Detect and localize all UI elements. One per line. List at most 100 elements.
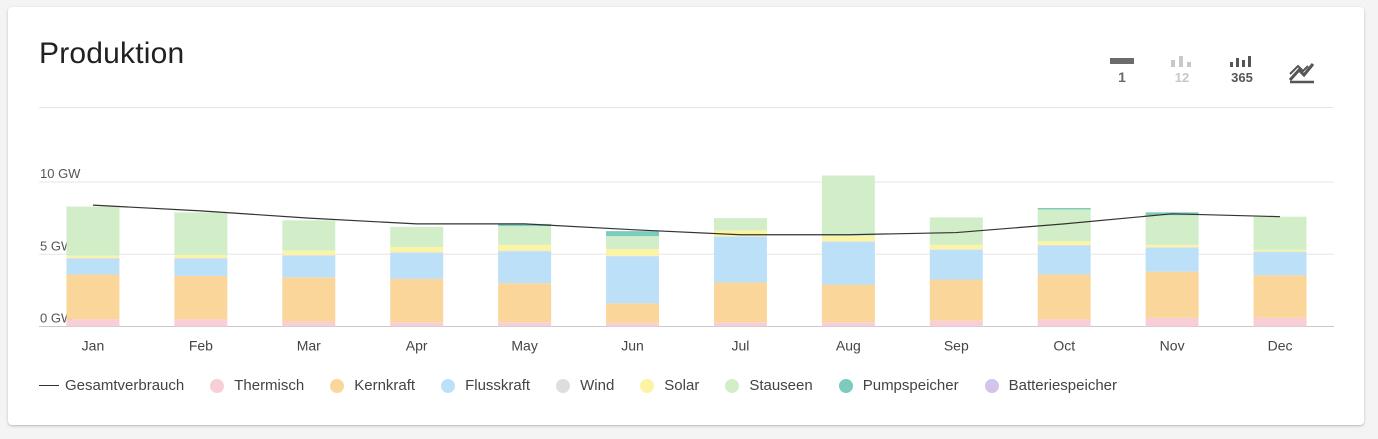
legend-item-batteriespeicher[interactable]: Batteriespeicher xyxy=(984,377,1118,394)
header-divider xyxy=(39,107,1333,108)
legend-dot xyxy=(556,378,571,393)
legend-label: Stauseen xyxy=(749,377,813,394)
period-month-button[interactable]: 12 xyxy=(1152,51,1212,91)
bar-segment xyxy=(1253,249,1307,252)
x-tick-label: Dec xyxy=(1268,338,1293,354)
x-tick-label: Nov xyxy=(1160,338,1185,354)
bar-segment xyxy=(282,255,336,278)
bar-segment xyxy=(713,322,767,327)
bar-segment xyxy=(821,175,875,237)
bar-segment xyxy=(498,223,552,227)
bar-segment xyxy=(713,230,767,237)
legend-label: Solar xyxy=(664,377,700,394)
bar-segment xyxy=(282,254,336,256)
legend-label: Thermisch xyxy=(234,377,305,394)
bar-segment xyxy=(1253,317,1307,327)
legend-label: Wind xyxy=(580,377,615,394)
period-toolbar: 1 12 365 xyxy=(1092,51,1332,91)
legend-label: Batteriespeicher xyxy=(1008,377,1118,394)
period-month-icon: 12 xyxy=(1171,56,1191,85)
legend-dot xyxy=(838,378,853,393)
bar-segment xyxy=(66,319,120,327)
bar-segment xyxy=(174,254,228,258)
legend-item-kernkraft[interactable]: Kernkraft xyxy=(330,377,415,394)
bar-segment xyxy=(929,244,983,250)
bar-segment xyxy=(282,250,336,255)
x-tick-label: Aug xyxy=(836,338,861,354)
bar-segment xyxy=(282,277,336,322)
production-chart: 0 GW 5 GW 10 GW Jan Feb Mar Apr May Jun Jul Aug Sep… xyxy=(39,166,1334,354)
x-tick-label: Apr xyxy=(406,338,428,354)
legend-item-pumpspeicher[interactable]: Pumpspeicher xyxy=(838,377,959,394)
consumption-line xyxy=(92,204,1281,236)
y-tick-label: 10 GW xyxy=(40,166,81,181)
bar-segment xyxy=(282,220,336,251)
bar-segment xyxy=(174,319,228,327)
bar-segment xyxy=(174,212,228,255)
period-day-button[interactable]: 1 xyxy=(1092,51,1152,91)
x-tick-label: Jun xyxy=(621,338,644,354)
x-tick-label: May xyxy=(511,338,537,354)
trend-chart-icon xyxy=(1288,63,1315,84)
bar-segment xyxy=(606,236,660,250)
bar-segment xyxy=(1145,271,1199,318)
bar-segment xyxy=(390,252,444,279)
bar-segment xyxy=(1037,244,1091,246)
legend-label: Kernkraft xyxy=(354,377,416,394)
bar-segment xyxy=(713,236,767,283)
legend-item-gesamtverbrauch[interactable]: Gesamtverbrauch xyxy=(39,377,184,394)
bar-segment xyxy=(1145,247,1199,272)
bar-segment xyxy=(1037,241,1091,245)
chart-legend: Gesamtverbrauch Thermisch Kernkraft Flus… xyxy=(39,377,1143,394)
bar-segment xyxy=(1037,208,1091,210)
bar-segment xyxy=(929,249,983,280)
production-card: Produktion 1 12 365 xyxy=(8,7,1364,425)
x-tick-label: Jan xyxy=(82,338,105,354)
bar-segment xyxy=(606,255,660,257)
legend-label: Pumpspeicher xyxy=(862,377,959,394)
bar-segment xyxy=(498,250,552,252)
bar-segment xyxy=(66,255,120,258)
legend-item-wind[interactable]: Wind xyxy=(556,377,614,394)
legend-item-thermisch[interactable]: Thermisch xyxy=(210,377,304,394)
legend-label: Flusskraft xyxy=(465,377,531,394)
legend-item-stauseen[interactable]: Stauseen xyxy=(725,377,813,394)
bar-segment xyxy=(1145,247,1199,248)
period-day-icon: 1 xyxy=(1110,58,1134,85)
bar-segment xyxy=(66,274,120,320)
bar-segment xyxy=(606,303,660,323)
bar-segment xyxy=(1037,245,1091,275)
bar-segment xyxy=(1253,216,1307,250)
bar-segment xyxy=(390,252,444,253)
y-tick-label: 0 GW xyxy=(40,311,74,326)
bar-segment xyxy=(821,284,875,323)
bar-segment xyxy=(390,278,444,323)
bar-segment xyxy=(821,241,875,242)
legend-dot xyxy=(725,378,740,393)
period-year-button[interactable]: 365 xyxy=(1212,51,1272,91)
bar-segment xyxy=(390,226,444,248)
bar-segment xyxy=(821,322,875,327)
bar-segment xyxy=(174,258,228,276)
legend-dot xyxy=(330,378,345,393)
bar-segment xyxy=(498,251,552,284)
period-day-label: 1 xyxy=(1118,69,1126,85)
bar-segment xyxy=(498,283,552,323)
bar-segment xyxy=(498,226,552,245)
bar-segment xyxy=(66,206,120,256)
legend-dot xyxy=(441,378,456,393)
trend-button[interactable] xyxy=(1272,51,1332,91)
bar-segment xyxy=(390,247,444,253)
bar-segment xyxy=(282,321,336,327)
legend-item-solar[interactable]: Solar xyxy=(640,377,699,394)
bar-segment xyxy=(1145,244,1199,248)
legend-dot xyxy=(640,378,655,393)
bar-segment xyxy=(821,241,875,285)
bar-segment xyxy=(174,257,228,259)
bar-segment xyxy=(498,244,552,251)
bar-segment xyxy=(1037,319,1091,327)
bar-segment xyxy=(713,282,767,323)
card-title: Produktion xyxy=(39,37,185,70)
legend-item-flusskraft[interactable]: Flusskraft xyxy=(441,377,530,394)
bar-segment xyxy=(929,249,983,250)
